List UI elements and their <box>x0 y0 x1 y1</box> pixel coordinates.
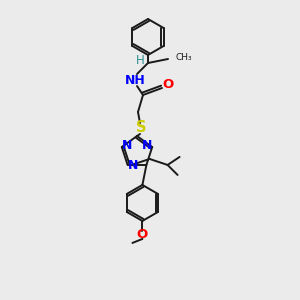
Text: CH₃: CH₃ <box>175 53 192 62</box>
Text: N: N <box>128 159 138 172</box>
Text: S: S <box>136 121 146 136</box>
Text: H: H <box>136 53 144 67</box>
Text: O: O <box>137 228 148 242</box>
Text: N: N <box>122 139 132 152</box>
Text: NH: NH <box>124 74 146 86</box>
Text: N: N <box>142 139 152 152</box>
Text: O: O <box>162 79 174 92</box>
